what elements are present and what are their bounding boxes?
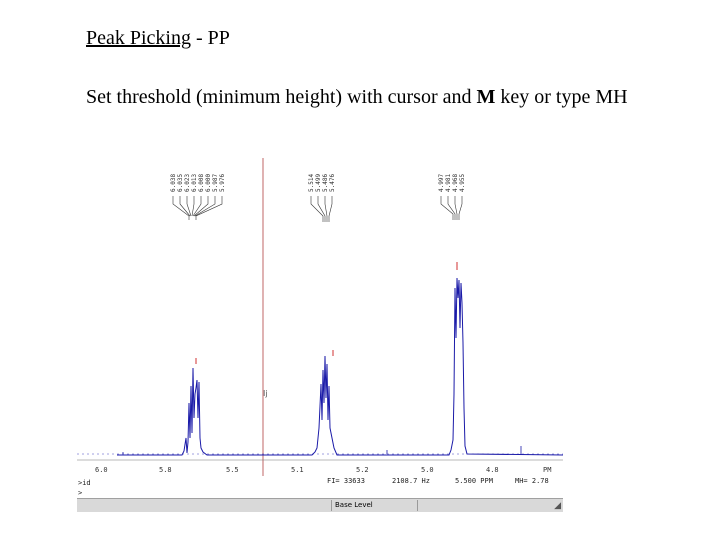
status-cell-base-level: Base Level bbox=[331, 500, 415, 511]
fi-value: FI= 33633 bbox=[327, 477, 365, 485]
mh-value: MH= 2.78 bbox=[515, 477, 549, 485]
cursor-label: Ij bbox=[263, 389, 268, 398]
peak-label-group-3: 4.997 4.981 4.968 4.955 bbox=[438, 174, 466, 192]
slide-body-key-m: M bbox=[476, 86, 496, 108]
peak-label: 4.968 bbox=[452, 174, 459, 192]
peak-leader-lines-1 bbox=[172, 196, 223, 220]
baseline-noise bbox=[122, 446, 522, 454]
peak-label: 6.013 bbox=[191, 174, 198, 192]
x-axis-tick-label: 5.1 bbox=[291, 466, 304, 474]
peak-label: 6.035 bbox=[177, 174, 184, 192]
slide-body-part-1: Set threshold (minimum height) with curs… bbox=[86, 86, 477, 108]
peak-label: 4.981 bbox=[445, 174, 452, 192]
nmr-spectrum-window: 6.038 6.035 6.023 6.013 6.008 6.000 5.98… bbox=[77, 158, 563, 512]
x-axis-tick-label: 5.8 bbox=[159, 466, 172, 474]
status-bar: Base Level ◢ bbox=[77, 498, 563, 512]
slide-body-part-2: key or type MH bbox=[495, 86, 628, 108]
peak-label: 6.023 bbox=[184, 174, 191, 192]
peak-label: 5.514 bbox=[308, 174, 315, 192]
nmr-spectrum-plot[interactable]: 6.038 6.035 6.023 6.013 6.008 6.000 5.98… bbox=[77, 158, 563, 498]
peak-label: 5.987 bbox=[212, 174, 219, 192]
slide-body-text: Set threshold (minimum height) with curs… bbox=[86, 84, 666, 111]
x-axis-ticks: 6.0 5.8 5.5 5.1 5.2 5.0 4.8 PM bbox=[95, 466, 551, 474]
spectrum-trace bbox=[117, 277, 563, 456]
x-axis-tick-label: 6.0 bbox=[95, 466, 108, 474]
peak-label: 6.000 bbox=[205, 174, 212, 192]
slide-title-underlined: Peak Picking bbox=[86, 27, 191, 49]
frequency-value: 2108.7 Hz bbox=[392, 477, 430, 485]
peak-label: 6.038 bbox=[170, 174, 177, 192]
peak-label: 4.955 bbox=[459, 174, 466, 192]
peak-label: 4.997 bbox=[438, 174, 445, 192]
x-axis-tick-label: 4.8 bbox=[486, 466, 499, 474]
command-prompt[interactable]: >id bbox=[78, 479, 91, 487]
peak-leader-lines-3 bbox=[440, 196, 463, 220]
x-axis-tick-label: PM bbox=[543, 466, 551, 474]
peak-label-group-1: 6.038 6.035 6.023 6.013 6.008 6.000 5.98… bbox=[170, 174, 226, 192]
peak-label: 5.486 bbox=[322, 174, 329, 192]
info-line: >id FI= 33633 2108.7 Hz 5.500 PPM MH= 2.… bbox=[78, 477, 549, 497]
status-cell-empty bbox=[77, 500, 330, 511]
peak-label: 5.476 bbox=[329, 174, 336, 192]
x-axis-tick-label: 5.5 bbox=[226, 466, 239, 474]
slide-title-rest: - PP bbox=[191, 27, 230, 49]
peak-leader-lines-2 bbox=[310, 196, 333, 222]
threshold-marks bbox=[195, 262, 458, 364]
peak-label: 5.499 bbox=[315, 174, 322, 192]
status-cell-empty-2 bbox=[417, 500, 551, 511]
slide-title: Peak Picking - PP bbox=[86, 26, 230, 50]
peak-label: 6.008 bbox=[198, 174, 205, 192]
x-axis-tick-label: 5.0 bbox=[421, 466, 434, 474]
ppm-value: 5.500 PPM bbox=[455, 477, 493, 485]
x-axis-tick-label: 5.2 bbox=[356, 466, 369, 474]
peak-label-group-2: 5.514 5.499 5.486 5.476 bbox=[308, 174, 336, 192]
command-prompt-2[interactable]: > bbox=[78, 489, 82, 497]
resize-grip-icon[interactable]: ◢ bbox=[554, 501, 561, 511]
peak-label: 5.976 bbox=[219, 174, 226, 192]
